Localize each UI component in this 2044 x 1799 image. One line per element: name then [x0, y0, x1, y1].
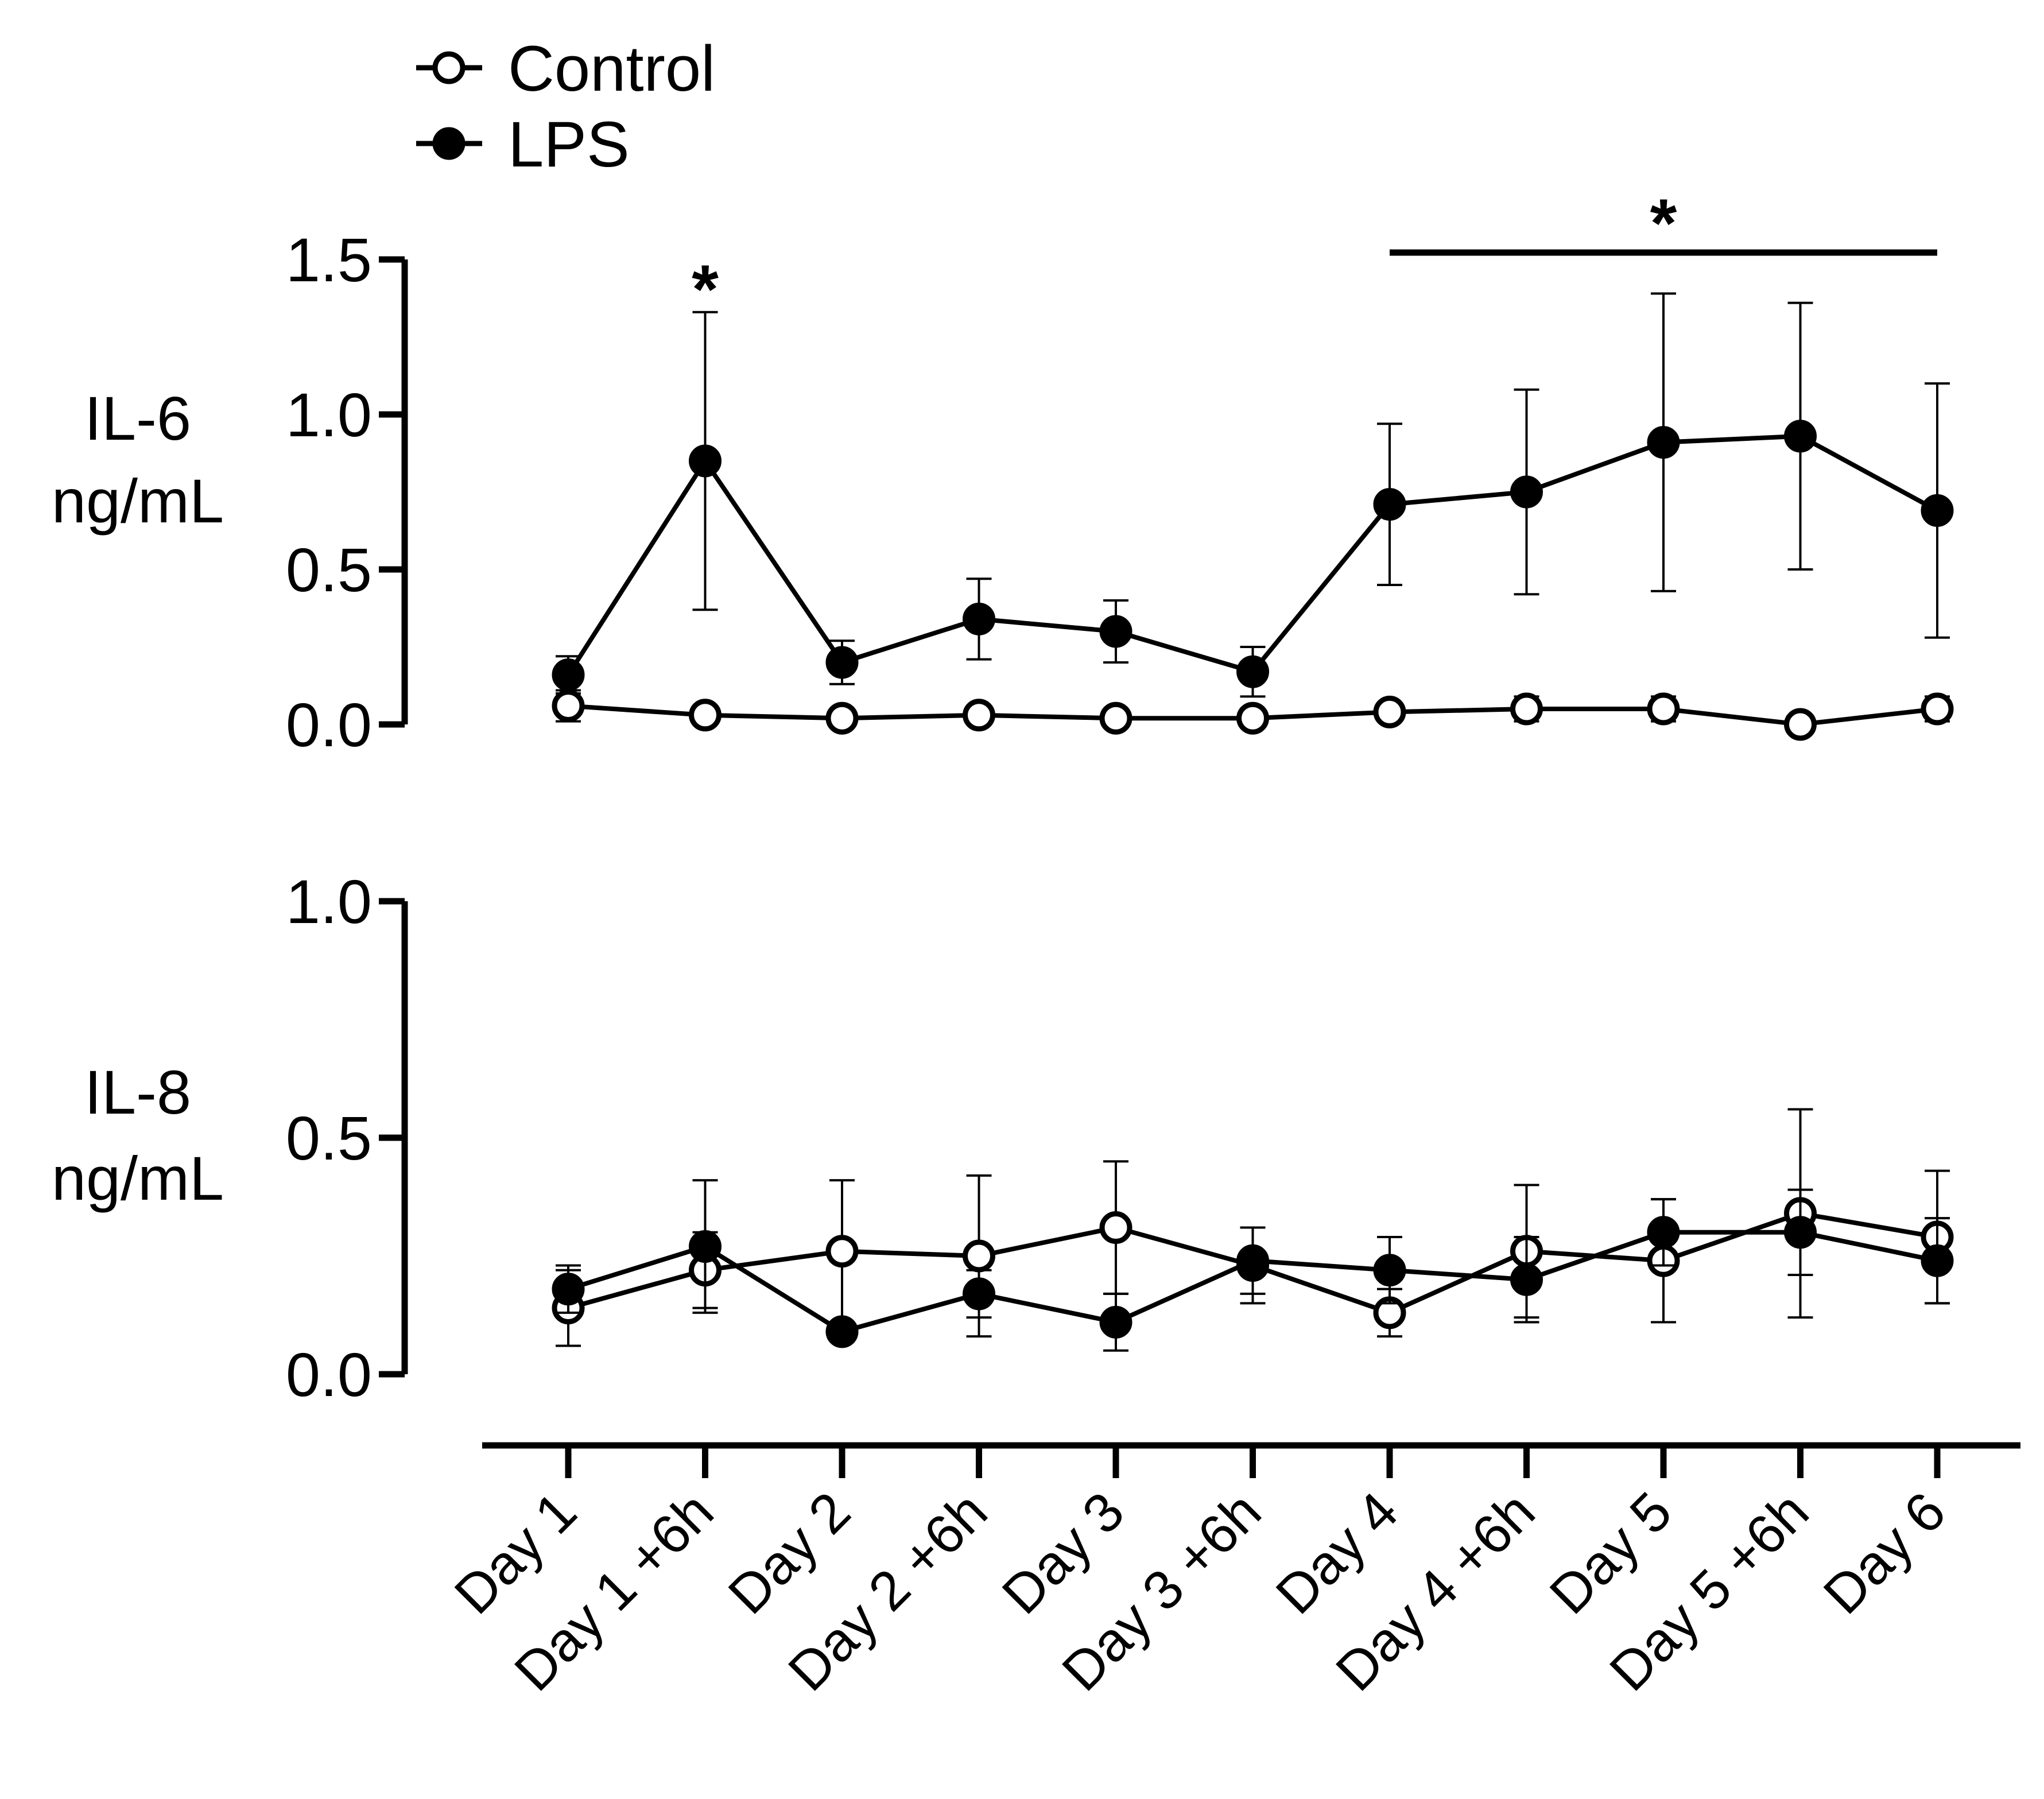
il6-point-control [1099, 701, 1132, 735]
il6-ytick-label: 0.0 [286, 690, 372, 759]
il6-point-lps [1099, 615, 1132, 648]
il6-point-control [825, 701, 859, 735]
il6-point-control [963, 699, 995, 732]
legend-item-lps: LPS [416, 108, 630, 180]
legend-label-lps: LPS [508, 108, 630, 180]
il6-point-control [1373, 695, 1406, 728]
il8-point-lps [963, 1277, 995, 1311]
il6-point-control [1784, 708, 1817, 741]
legend-marker-control [432, 51, 466, 84]
il8-point-lps [825, 1315, 859, 1348]
legend-label-control: Control [508, 33, 715, 104]
il6-ylabel-line1: IL-6 [84, 383, 191, 453]
il6-point-lps [1236, 655, 1269, 688]
il8-point-lps [1647, 1216, 1680, 1249]
il6-ytick-label: 0.5 [286, 535, 372, 604]
il6-ytick-label: 1.5 [286, 225, 372, 294]
il6-point-control [689, 699, 722, 732]
il6-series-control [552, 689, 1954, 741]
il6-panel: 0.0 0.5 1.0 1.5 IL-6 ng/mL * * [52, 185, 1954, 759]
il8-ytick-label: 0.5 [286, 1103, 372, 1173]
il6-point-lps [1784, 420, 1817, 453]
il6-point-lps [1373, 488, 1406, 521]
il6-point-lps [825, 646, 859, 679]
il6-point-lps [963, 602, 995, 635]
il8-ytick-label: 0.0 [286, 1340, 372, 1409]
il8-ylabel-line1: IL-8 [84, 1057, 191, 1127]
il6-point-control [1510, 692, 1543, 726]
legend: Control LPS [416, 33, 715, 180]
il8-point-lps [1099, 1305, 1132, 1339]
il8-point-control [963, 1239, 995, 1273]
legend-marker-lps [432, 127, 466, 160]
legend-item-control: Control [416, 33, 715, 104]
il8-ylabel-line2: ng/mL [52, 1143, 224, 1213]
il6-point-lps [689, 444, 722, 478]
il8-point-lps [1236, 1244, 1269, 1277]
il8-point-lps [552, 1273, 585, 1306]
il6-series-lps [552, 292, 1954, 698]
il6-point-control [1236, 701, 1269, 735]
il6-point-lps [1647, 426, 1680, 459]
il6-point-lps [1510, 475, 1543, 509]
il8-point-control [1099, 1211, 1132, 1244]
il6-point-lps [1921, 494, 1954, 527]
il8-series-lps [552, 1179, 1954, 1352]
il8-ytick-label: 1.0 [286, 867, 372, 936]
il6-point-control [552, 689, 585, 723]
il8-point-lps [689, 1230, 722, 1263]
il6-ytick-label: 1.0 [286, 380, 372, 449]
il6-ylabel-line2: ng/mL [52, 466, 224, 536]
il6-point-control [1921, 692, 1954, 726]
il8-point-lps [1921, 1244, 1954, 1277]
significance-star: * [1650, 185, 1677, 262]
significance-star: * [692, 251, 719, 328]
il8-point-lps [1373, 1254, 1406, 1287]
il8-panel: 0.0 0.5 1.0 IL-8 ng/mL [52, 867, 1954, 1409]
il8-point-lps [1510, 1263, 1543, 1296]
il8-point-lps [1784, 1216, 1817, 1249]
il6-point-control [1647, 692, 1680, 726]
il6-point-lps [552, 658, 585, 692]
il8-point-control [825, 1235, 859, 1268]
